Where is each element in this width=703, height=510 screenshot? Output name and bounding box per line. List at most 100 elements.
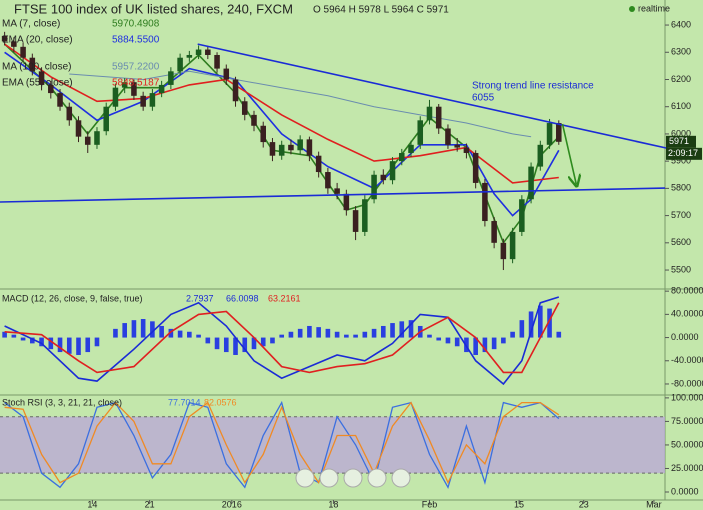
nav-button[interactable] xyxy=(319,468,339,488)
candle-body xyxy=(288,144,294,151)
macd-histogram-bar xyxy=(436,337,442,341)
candle-body xyxy=(75,120,82,137)
annotation: 6055 xyxy=(472,93,495,104)
candle-body xyxy=(260,125,266,143)
macd-histogram-bar xyxy=(94,337,100,347)
nav-buttons xyxy=(295,468,411,488)
legend-value: 5848.5187 xyxy=(112,78,160,89)
candle-body xyxy=(48,84,54,94)
macd-histogram-bar xyxy=(131,320,137,338)
macd-histogram-bar xyxy=(482,337,488,353)
macd-histogram-bar xyxy=(2,331,7,338)
legend-value: 5957.2200 xyxy=(112,62,160,73)
macd-histogram-bar xyxy=(538,305,543,338)
macd-histogram-bar xyxy=(196,334,201,338)
y-tick-label: 0.0000 xyxy=(671,332,699,342)
candle-body xyxy=(121,82,128,88)
x-tick-label: 23 xyxy=(579,499,589,509)
line-series xyxy=(4,302,560,374)
y-tick-label: 5500 xyxy=(671,264,691,274)
macd-histogram-bar xyxy=(223,337,229,353)
macd-histogram-bar xyxy=(445,337,451,344)
candle-body xyxy=(454,144,460,148)
candle-body xyxy=(334,188,340,194)
macd-histogram-bar xyxy=(20,337,26,341)
candle-body xyxy=(11,41,17,47)
macd-histogram-bar xyxy=(279,334,285,338)
candle-body xyxy=(500,242,507,260)
legend-value: 5970.4908 xyxy=(112,19,160,30)
y-tick-label: -80.0000 xyxy=(671,378,703,388)
macd-histogram-bar xyxy=(30,337,35,344)
stoch-title: Stoch RSI (3, 3, 21, 21, close) xyxy=(2,397,122,407)
legend-name: EMA (20, close) xyxy=(2,35,73,46)
candle-body xyxy=(426,106,433,121)
macd-histogram-bar xyxy=(66,337,72,354)
candle-body xyxy=(297,139,303,151)
candle-body xyxy=(389,161,396,181)
y-tick-label: 5600 xyxy=(671,237,691,247)
nav-button[interactable] xyxy=(367,468,387,488)
macd-histogram-bar xyxy=(288,331,294,338)
candle-body xyxy=(186,54,193,58)
status-dot xyxy=(629,6,635,12)
candle-body xyxy=(306,139,313,156)
macd-value: 66.0098 xyxy=(226,293,259,303)
macd-histogram-bar xyxy=(113,328,118,338)
line-series xyxy=(4,51,560,217)
line-series xyxy=(197,43,668,150)
candle-body xyxy=(149,93,156,107)
candle-body xyxy=(352,210,359,232)
candle-body xyxy=(445,128,451,145)
macd-histogram-bar xyxy=(501,337,506,344)
candle-body xyxy=(509,231,516,260)
status: realtime xyxy=(638,3,670,13)
macd-histogram-bar xyxy=(140,319,146,338)
candle-body xyxy=(528,166,534,200)
nav-button[interactable] xyxy=(295,468,315,488)
nav-button[interactable] xyxy=(343,468,363,488)
macd-histogram-bar xyxy=(11,334,17,338)
y-tick-label: 5900 xyxy=(671,156,691,166)
candle-body xyxy=(556,123,562,142)
y-tick-label: 75.0000 xyxy=(671,416,703,426)
macd-histogram-bar xyxy=(307,325,312,338)
candle-body xyxy=(131,82,137,96)
candle-body xyxy=(103,106,109,132)
price-axis-bg xyxy=(665,0,703,510)
line-series xyxy=(4,401,560,485)
candle-body xyxy=(491,221,497,243)
candle-body xyxy=(84,136,91,145)
macd-histogram-bar xyxy=(242,337,248,353)
candle-body xyxy=(251,114,257,126)
macd-histogram-bar xyxy=(408,320,414,338)
header-ohlc: O 5964 H 5978 L 5964 C 5971 xyxy=(313,5,449,16)
candle-body xyxy=(371,174,377,200)
annotation: Strong trend line resistance xyxy=(472,81,594,92)
candle-body xyxy=(546,123,553,145)
countdown: 2:09:17 xyxy=(668,148,698,158)
y-tick-label: 6400 xyxy=(671,19,691,29)
candle-body xyxy=(472,152,479,183)
macd-value: 2.7937 xyxy=(186,293,214,303)
candle-body xyxy=(214,54,220,69)
macd-histogram-bar xyxy=(85,337,91,353)
macd-histogram-bar xyxy=(316,327,321,338)
legend-name: MA (7, close) xyxy=(2,19,60,30)
y-tick-label: 6000 xyxy=(671,128,691,138)
candle-body xyxy=(168,71,174,85)
x-tick-label: Feb xyxy=(422,499,438,509)
line-series xyxy=(4,400,560,489)
macd-histogram-bar xyxy=(205,337,211,344)
macd-histogram-bar xyxy=(390,323,395,338)
nav-button[interactable] xyxy=(391,468,411,488)
macd-histogram-bar xyxy=(177,330,183,338)
countdown-box xyxy=(666,147,702,160)
legend-value: 5884.5500 xyxy=(112,35,160,46)
candle-body xyxy=(343,193,350,211)
chart-title: FTSE 100 index of UK listed shares, 240,… xyxy=(14,1,293,16)
candle-body xyxy=(399,152,405,162)
y-tick-label: 25.0000 xyxy=(671,463,703,473)
y-tick-label: 40.0000 xyxy=(671,309,703,319)
